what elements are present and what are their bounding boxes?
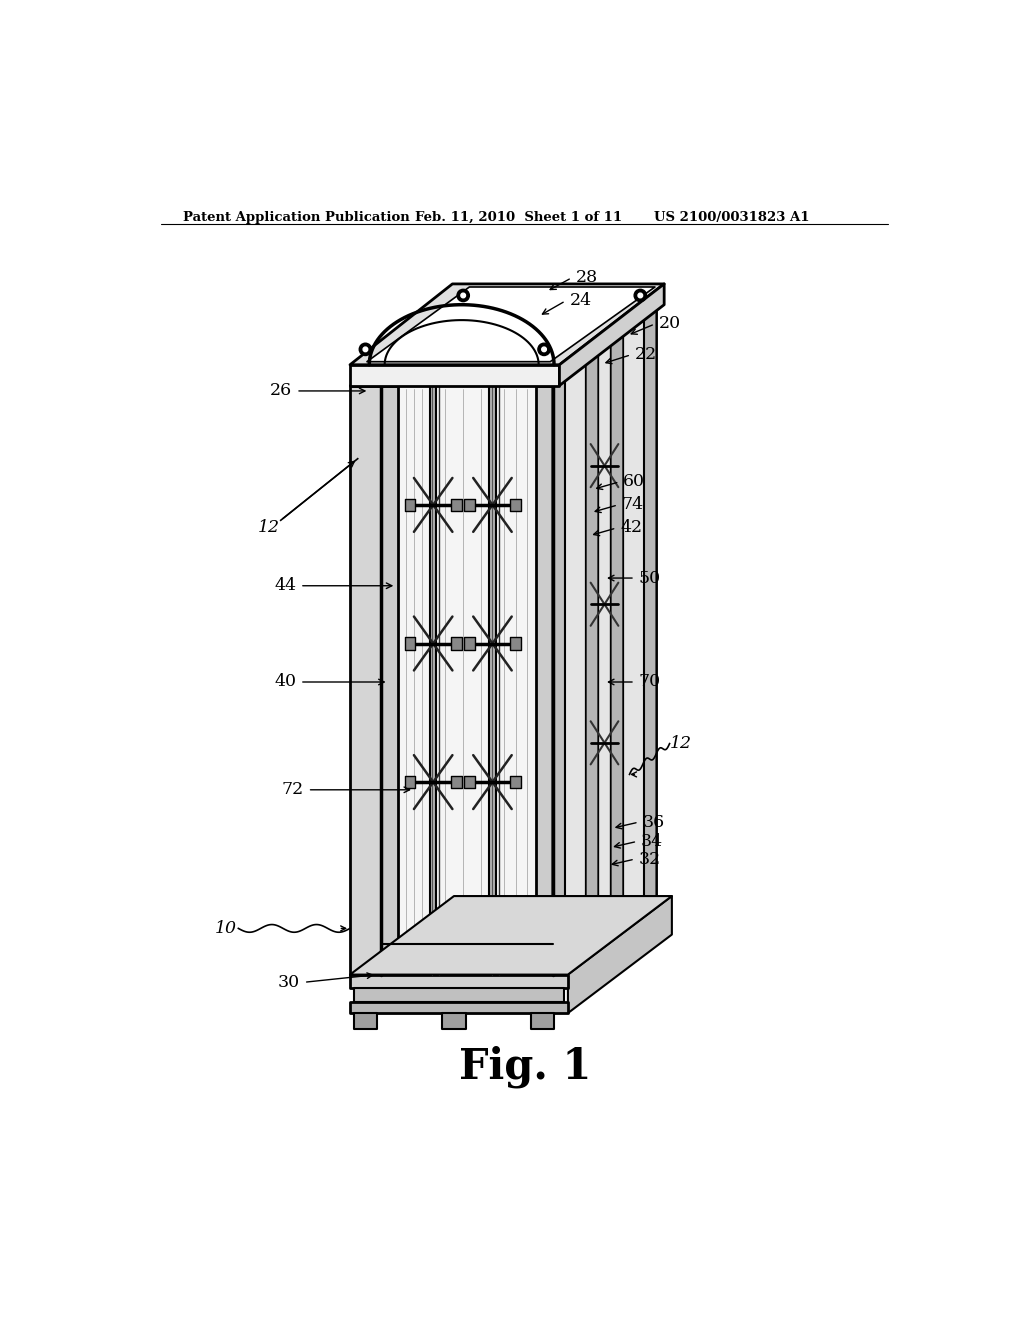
Text: 10: 10 — [215, 920, 238, 937]
Text: 72: 72 — [282, 781, 304, 799]
Text: 42: 42 — [621, 520, 642, 536]
Polygon shape — [350, 1002, 568, 1014]
Polygon shape — [451, 499, 462, 511]
Text: 28: 28 — [575, 269, 598, 286]
Text: 30: 30 — [278, 974, 300, 991]
Circle shape — [542, 347, 547, 351]
Text: 44: 44 — [274, 577, 296, 594]
Polygon shape — [350, 896, 672, 974]
Text: 26: 26 — [270, 383, 292, 400]
Text: 22: 22 — [635, 346, 657, 363]
Polygon shape — [559, 284, 665, 385]
Circle shape — [364, 347, 368, 351]
Polygon shape — [350, 385, 381, 974]
Text: 12: 12 — [258, 520, 280, 536]
Polygon shape — [430, 385, 436, 974]
Text: 36: 36 — [643, 813, 665, 830]
Circle shape — [457, 289, 469, 302]
Polygon shape — [350, 974, 568, 989]
Text: 50: 50 — [639, 569, 660, 586]
Polygon shape — [350, 308, 484, 385]
Polygon shape — [451, 776, 462, 788]
Polygon shape — [510, 638, 521, 649]
Text: US 2100/0031823 A1: US 2100/0031823 A1 — [654, 211, 810, 224]
Polygon shape — [350, 364, 559, 385]
Polygon shape — [510, 776, 521, 788]
Polygon shape — [404, 638, 416, 649]
Polygon shape — [586, 351, 598, 949]
Polygon shape — [350, 284, 665, 364]
Text: 20: 20 — [658, 315, 681, 333]
Polygon shape — [367, 286, 655, 362]
Polygon shape — [354, 1014, 377, 1028]
Polygon shape — [536, 385, 553, 974]
Polygon shape — [404, 499, 416, 511]
Circle shape — [634, 289, 646, 302]
Text: 12: 12 — [670, 735, 691, 752]
Text: 24: 24 — [569, 292, 592, 309]
Polygon shape — [464, 499, 475, 511]
Polygon shape — [489, 385, 496, 974]
Text: 40: 40 — [274, 673, 296, 690]
Text: 70: 70 — [639, 673, 660, 690]
Polygon shape — [354, 989, 564, 1002]
Polygon shape — [464, 638, 475, 649]
Polygon shape — [553, 376, 565, 974]
Circle shape — [638, 293, 643, 298]
Polygon shape — [451, 638, 462, 649]
Polygon shape — [442, 1014, 466, 1028]
Text: 34: 34 — [641, 833, 664, 850]
Text: Patent Application Publication: Patent Application Publication — [183, 211, 410, 224]
Polygon shape — [381, 385, 397, 974]
Text: Fig. 1: Fig. 1 — [459, 1045, 591, 1088]
Circle shape — [461, 293, 466, 298]
Text: 32: 32 — [639, 850, 662, 867]
Polygon shape — [404, 776, 416, 788]
Polygon shape — [510, 499, 521, 511]
Text: 74: 74 — [622, 496, 644, 513]
Text: 60: 60 — [624, 474, 645, 490]
Circle shape — [538, 343, 550, 355]
Polygon shape — [464, 776, 475, 788]
Polygon shape — [568, 896, 672, 1014]
Polygon shape — [644, 308, 656, 906]
Circle shape — [359, 343, 372, 355]
Polygon shape — [531, 1014, 554, 1028]
Polygon shape — [381, 385, 553, 974]
Polygon shape — [610, 333, 624, 931]
Polygon shape — [553, 308, 656, 974]
Text: Feb. 11, 2010  Sheet 1 of 11: Feb. 11, 2010 Sheet 1 of 11 — [416, 211, 623, 224]
